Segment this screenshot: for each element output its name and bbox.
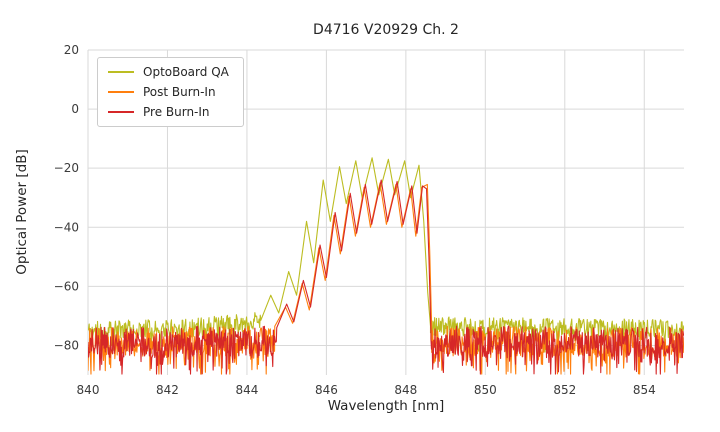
y-tick-label: −40 <box>54 220 79 234</box>
legend-label: Post Burn-In <box>143 85 216 99</box>
y-tick-label: −60 <box>54 279 79 293</box>
x-tick-label: 854 <box>633 383 656 397</box>
x-tick-label: 850 <box>474 383 497 397</box>
chart-title: D4716 V20929 Ch. 2 <box>313 22 459 38</box>
legend-line-swatch <box>108 71 134 73</box>
x-tick-label: 840 <box>77 383 100 397</box>
y-tick-label: −80 <box>54 338 79 352</box>
legend: OptoBoard QA Post Burn-In Pre Burn-In <box>97 57 244 127</box>
x-tick-label: 842 <box>156 383 179 397</box>
x-tick-label: 846 <box>315 383 338 397</box>
y-tick-label: 20 <box>64 43 79 57</box>
y-tick-label: 0 <box>71 102 79 116</box>
series-line-pre-burn-in <box>88 179 684 375</box>
series-line-optoboard-qa <box>88 157 684 355</box>
legend-line-swatch <box>108 111 134 113</box>
legend-item[interactable]: OptoBoard QA <box>108 66 229 78</box>
y-tick-label: −20 <box>54 161 79 175</box>
x-tick-label: 852 <box>553 383 576 397</box>
series-group <box>88 157 684 375</box>
legend-item[interactable]: Post Burn-In <box>108 86 229 98</box>
legend-line-swatch <box>108 91 134 93</box>
x-axis-label: Wavelength [nm] <box>327 398 445 414</box>
legend-label: OptoBoard QA <box>143 65 229 79</box>
legend-item[interactable]: Pre Burn-In <box>108 106 229 118</box>
legend-label: Pre Burn-In <box>143 105 210 119</box>
y-axis-label: Optical Power [dB] <box>14 149 30 275</box>
x-tick-label: 844 <box>235 383 258 397</box>
x-tick-label: 848 <box>394 383 417 397</box>
